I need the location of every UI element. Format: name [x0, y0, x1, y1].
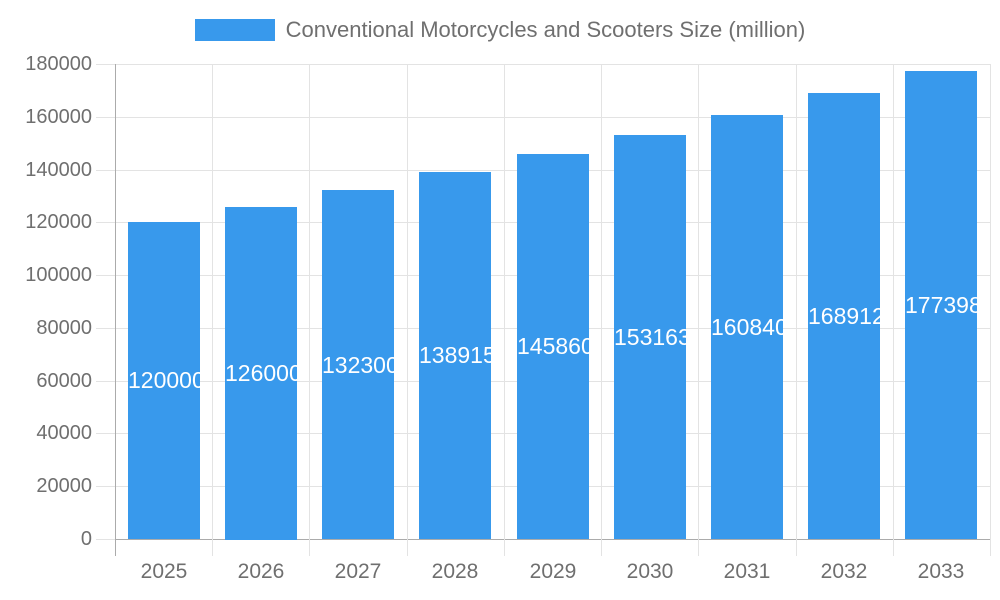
- y-axis-tick: [96, 328, 115, 329]
- bar: 153163: [614, 135, 686, 539]
- y-axis-tick-label: 20000: [36, 475, 92, 497]
- bar-value-label: 120000: [128, 367, 200, 393]
- bar: 168912: [808, 93, 880, 539]
- bar-value-label: 126000: [225, 360, 297, 386]
- x-axis-tick-label: 2033: [917, 560, 965, 583]
- x-gridline: [407, 64, 408, 556]
- y-axis-tick-label: 0: [80, 528, 92, 550]
- x-axis-tick-label: 2026: [237, 560, 285, 583]
- y-axis-tick: [96, 539, 115, 540]
- y-axis-tick-label: 160000: [25, 106, 92, 128]
- y-axis-tick: [96, 275, 115, 276]
- y-axis-line: [115, 64, 116, 556]
- legend-swatch-icon: [194, 19, 275, 41]
- y-axis-tick: [96, 117, 115, 118]
- legend: Conventional Motorcycles and Scooters Si…: [0, 17, 1000, 43]
- y-axis-tick-label: 120000: [25, 211, 92, 233]
- bar: 126000: [225, 207, 297, 540]
- x-gridline: [698, 64, 699, 556]
- x-axis-tick-label: 2025: [140, 560, 188, 583]
- x-gridline: [309, 64, 310, 556]
- bar-value-label: 153163: [614, 324, 686, 350]
- y-axis-tick-label: 180000: [25, 53, 92, 75]
- bar: 177398: [905, 71, 977, 539]
- bar: 138915: [419, 172, 491, 539]
- bar: 120000: [128, 222, 200, 539]
- x-gridline: [601, 64, 602, 556]
- y-axis-tick: [96, 381, 115, 382]
- x-gridline: [990, 64, 991, 556]
- y-axis-tick-label: 80000: [36, 317, 92, 339]
- y-axis-tick: [96, 64, 115, 65]
- bar-value-label: 160840: [711, 314, 783, 340]
- y-axis-tick-label: 100000: [25, 264, 92, 286]
- y-gridline: [115, 539, 990, 540]
- y-axis-tick-label: 40000: [36, 422, 92, 444]
- y-gridline: [115, 64, 990, 65]
- bar-value-label: 168912: [808, 303, 880, 329]
- bar-value-label: 138915: [419, 342, 491, 368]
- x-axis-tick-label: 2027: [334, 560, 382, 583]
- x-gridline: [893, 64, 894, 556]
- x-gridline: [212, 64, 213, 556]
- x-gridline: [796, 64, 797, 556]
- bar-value-label: 132300: [322, 352, 394, 378]
- bar: 145860: [517, 154, 589, 539]
- bar-value-label: 177398: [905, 292, 977, 318]
- y-axis-tick: [96, 433, 115, 434]
- x-axis-tick-label: 2029: [529, 560, 577, 583]
- x-axis-tick-label: 2031: [723, 560, 771, 583]
- y-gridline: [115, 117, 990, 118]
- bar: 160840: [711, 115, 783, 539]
- legend-label: Conventional Motorcycles and Scooters Si…: [285, 17, 806, 42]
- y-axis-tick-label: 140000: [25, 159, 92, 181]
- x-axis-tick-label: 2028: [431, 560, 479, 583]
- y-axis-tick: [96, 222, 115, 223]
- bar-value-label: 145860: [517, 333, 589, 359]
- y-axis-tick: [96, 170, 115, 171]
- bar: 132300: [322, 190, 394, 539]
- x-axis-tick-label: 2030: [626, 560, 674, 583]
- x-axis-tick-label: 2032: [820, 560, 868, 583]
- legend-item[interactable]: Conventional Motorcycles and Scooters Si…: [194, 17, 806, 43]
- x-gridline: [504, 64, 505, 556]
- y-axis-tick: [96, 486, 115, 487]
- y-axis-tick-label: 60000: [36, 370, 92, 392]
